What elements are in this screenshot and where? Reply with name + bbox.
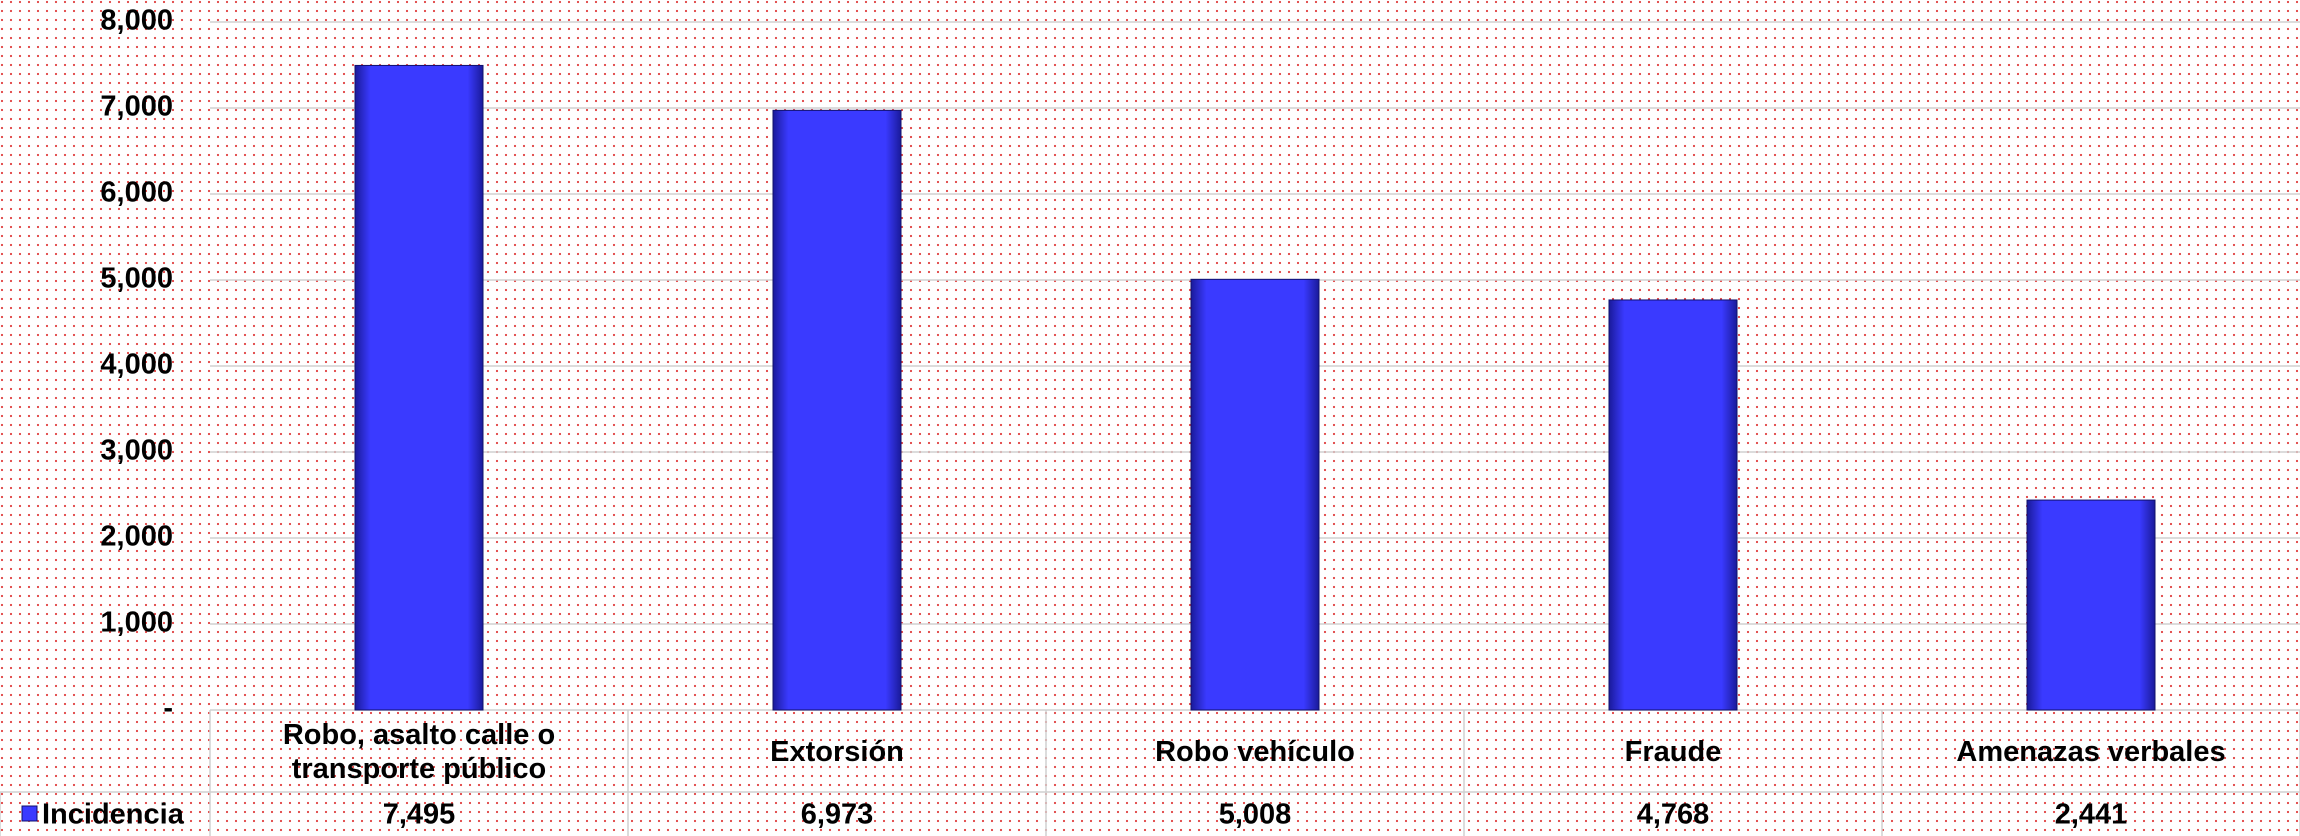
y-tick-label: 7,000: [100, 91, 173, 123]
category-label: Extorsión: [770, 736, 904, 768]
bar: [1190, 278, 1320, 711]
y-tick-label: 3,000: [100, 435, 173, 467]
category-label: Robo vehículo: [1155, 736, 1355, 768]
y-tick-label: 6,000: [100, 177, 173, 209]
y-tick-label: 5,000: [100, 263, 173, 295]
y-tick-label: 8,000: [100, 5, 173, 37]
y-tick-label: 1,000: [100, 607, 173, 639]
bar: [1608, 299, 1738, 711]
legend-swatch: [21, 805, 38, 822]
category-label: Robo, asalto calle o transporte público: [283, 719, 555, 785]
y-tick-label: -: [163, 693, 173, 725]
bar: [772, 109, 902, 711]
bar: [354, 64, 484, 711]
bar: [2026, 499, 2156, 711]
data-table-value: 7,495: [383, 799, 456, 831]
data-table-value: 4,768: [1637, 799, 1710, 831]
data-table-value: 2,441: [2055, 799, 2128, 831]
data-table-value: 6,973: [801, 799, 874, 831]
data-table-value: 5,008: [1219, 799, 1292, 831]
legend-label: Incidencia: [42, 799, 185, 831]
category-label: Amenazas verbales: [1956, 736, 2225, 768]
y-tick-label: 4,000: [100, 349, 173, 381]
y-tick-label: 2,000: [100, 521, 173, 553]
category-label: Fraude: [1625, 736, 1722, 768]
